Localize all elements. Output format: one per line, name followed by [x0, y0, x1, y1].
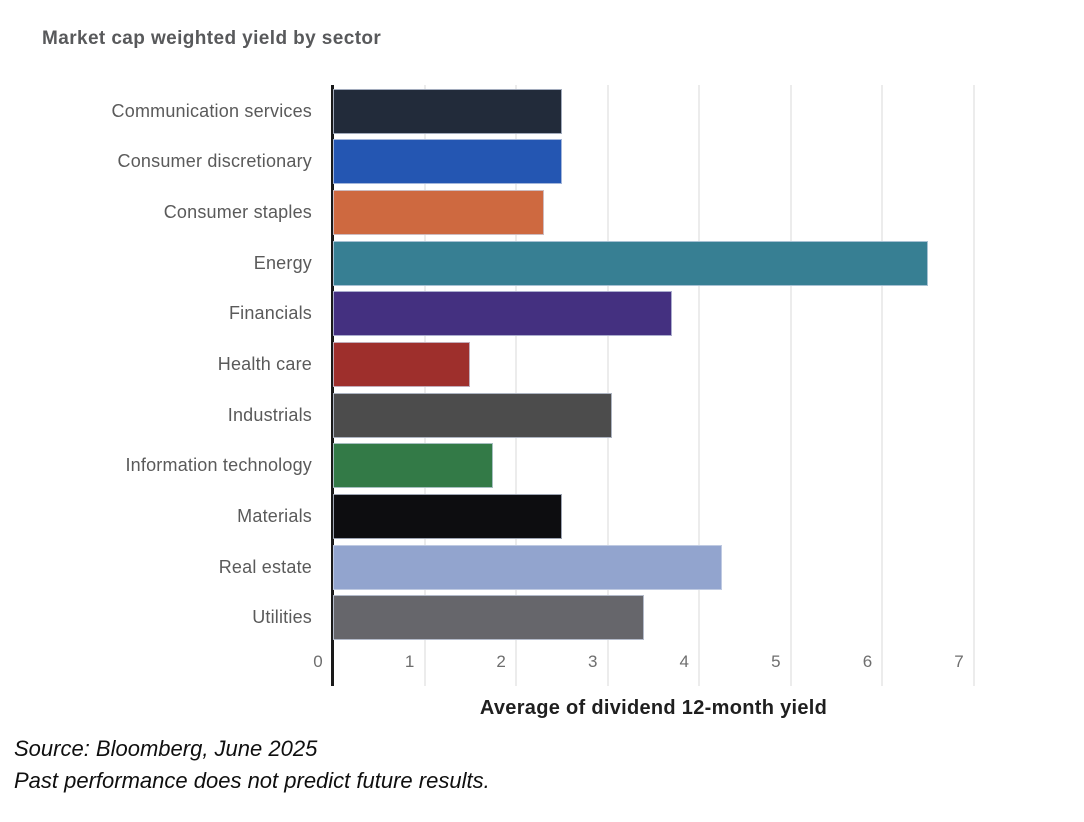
bar-row: [333, 238, 974, 289]
plot-area: [331, 85, 975, 686]
x-tick-label: 0: [313, 652, 323, 671]
category-label: Real estate: [218, 556, 312, 577]
bar-row: [333, 491, 974, 542]
bar: [333, 342, 471, 388]
category-label: Energy: [253, 252, 312, 273]
bar-row: [333, 440, 974, 491]
category-label: Consumer staples: [163, 202, 312, 223]
source-note: Source: Bloomberg, June 2025 Past perfor…: [14, 733, 490, 797]
disclaimer-line: Past performance does not predict future…: [14, 767, 490, 793]
x-tick-label: 6: [862, 652, 873, 671]
x-axis-title: Average of dividend 12-month yield: [479, 697, 828, 719]
gridline: [606, 85, 609, 686]
bar-row: [333, 86, 974, 137]
x-tick-label: 4: [679, 652, 690, 671]
bar-row: [333, 187, 974, 238]
gridline: [515, 85, 518, 686]
category-label: Financials: [228, 303, 312, 324]
bar: [333, 291, 672, 337]
bar-row: [333, 592, 974, 643]
gridline: [881, 85, 884, 686]
x-tick-label: 3: [587, 652, 598, 671]
gridline: [698, 85, 701, 686]
bar-row: [333, 339, 974, 390]
gridline: [789, 85, 792, 686]
bar: [333, 240, 929, 286]
y-axis-labels: Communication services Consumer discretio…: [0, 86, 322, 643]
bar: [333, 544, 723, 590]
category-label: Information technology: [125, 455, 312, 476]
bar: [333, 595, 645, 641]
bar-row: [333, 289, 974, 340]
x-tick-label: 1: [404, 652, 415, 671]
bar-row: [333, 137, 974, 188]
bar-row: [333, 542, 974, 593]
bar: [333, 443, 494, 489]
gridline: [973, 85, 975, 686]
x-tick-label: 5: [771, 652, 781, 671]
bar: [333, 493, 562, 539]
x-tick-label: 7: [954, 652, 964, 671]
category-label: Communication services: [111, 100, 312, 121]
y-axis-line: [331, 85, 334, 686]
bar-row: [333, 390, 974, 441]
category-label: Consumer discretionary: [117, 151, 312, 172]
bar: [333, 392, 613, 438]
bar-series: [333, 86, 974, 643]
bar: [333, 190, 544, 236]
bar: [333, 139, 562, 185]
category-label: Materials: [237, 505, 312, 526]
x-tick-label: 2: [496, 652, 506, 671]
bar: [333, 88, 562, 134]
category-label: Health care: [217, 354, 312, 375]
category-label: Industrials: [227, 404, 312, 425]
category-label: Utilities: [252, 607, 312, 628]
x-axis-ticks: 0 1 2 3 4 5 6 7: [313, 652, 993, 676]
chart-title: Market cap weighted yield by sector: [42, 28, 382, 49]
source-line: Source: Bloomberg, June 2025: [14, 736, 318, 761]
